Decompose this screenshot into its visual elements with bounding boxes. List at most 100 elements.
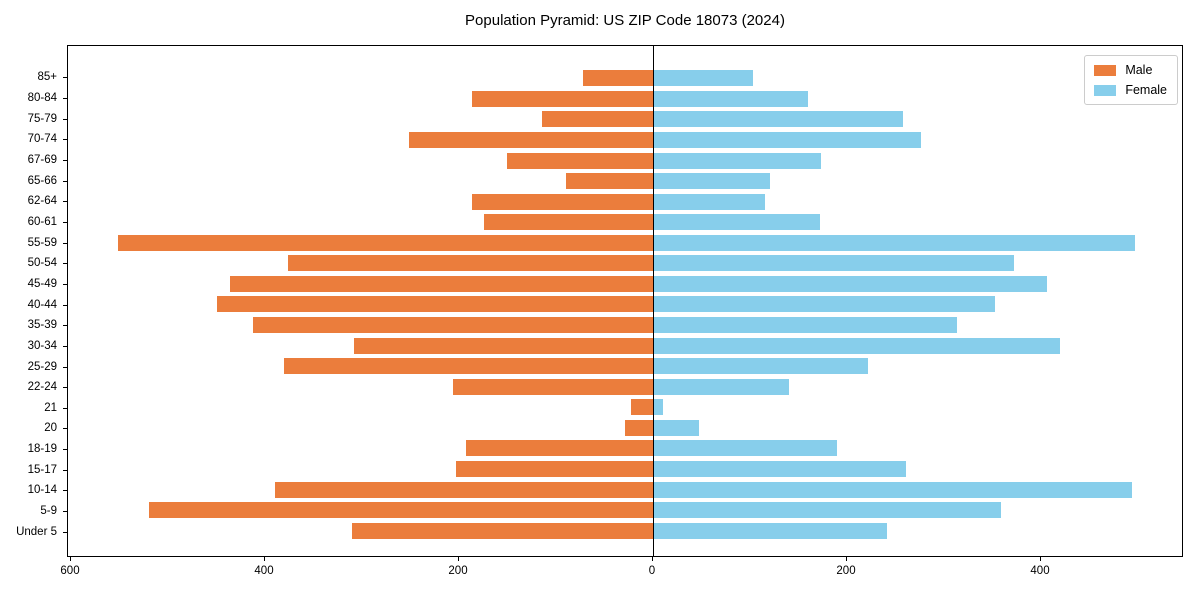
bar-female [653, 358, 869, 375]
age-group-label: 65-66 [0, 170, 67, 191]
bar-female [653, 337, 1061, 354]
bar-male [117, 234, 653, 251]
bar-female [653, 234, 1136, 251]
x-tick-mark [846, 557, 847, 561]
bar-male [230, 275, 653, 292]
bar-row [68, 89, 1182, 110]
age-group-label: Under 5 [0, 521, 67, 542]
age-group-label: 20 [0, 418, 67, 439]
y-tick-mark [63, 428, 67, 430]
bar-row [68, 109, 1182, 130]
x-tick-mark [1040, 557, 1041, 561]
y-tick-mark [63, 77, 67, 79]
y-tick-mark [63, 345, 67, 347]
bar-row [68, 335, 1182, 356]
bar-row [68, 191, 1182, 212]
legend: Male Female [1084, 55, 1178, 105]
x-tick-mark [652, 557, 653, 561]
y-tick-mark [63, 449, 67, 451]
y-tick-mark [63, 201, 67, 203]
age-group-label: 35-39 [0, 315, 67, 336]
bar-row [68, 233, 1182, 254]
bar-row [68, 459, 1182, 480]
legend-male-swatch-icon [1094, 64, 1117, 76]
bar-male [471, 193, 653, 210]
legend-item-male: Male [1094, 63, 1167, 77]
y-tick-mark [63, 139, 67, 141]
bar-female [653, 440, 838, 457]
bar-row [68, 315, 1182, 336]
bar-female [653, 419, 699, 436]
legend-item-female: Female [1094, 83, 1167, 97]
bar-female [653, 90, 809, 107]
y-tick-mark [63, 97, 67, 99]
bar-male [484, 214, 653, 231]
x-tick-mark [70, 557, 71, 561]
bar-male [630, 399, 653, 416]
age-group-label: 40-44 [0, 294, 67, 315]
chart-title: Population Pyramid: US ZIP Code 18073 (2… [465, 12, 785, 29]
y-tick-mark [63, 118, 67, 120]
bar-row [68, 130, 1182, 151]
age-group-label: 85+ [0, 67, 67, 88]
y-tick-mark [63, 469, 67, 471]
age-group-label: 62-64 [0, 191, 67, 212]
age-group-label: 45-49 [0, 274, 67, 295]
y-tick-mark [63, 304, 67, 306]
bar-male [542, 111, 653, 128]
bar-row [68, 479, 1182, 500]
legend-female-swatch-icon [1094, 84, 1117, 96]
bar-female [653, 131, 921, 148]
y-tick-mark [63, 325, 67, 327]
y-tick-mark [63, 511, 67, 513]
bar-row [68, 274, 1182, 295]
age-group-label: 50-54 [0, 253, 67, 274]
age-group-label: 25-29 [0, 356, 67, 377]
bar-female [653, 502, 1002, 519]
age-group-label: 5-9 [0, 501, 67, 522]
bar-female [653, 214, 820, 231]
bar-male [565, 173, 653, 190]
bar-row [68, 171, 1182, 192]
y-tick-mark [63, 221, 67, 223]
y-tick-mark [63, 387, 67, 389]
x-tick-label: 600 [60, 565, 80, 577]
bar-female [653, 317, 957, 334]
x-tick-label: 400 [1030, 565, 1050, 577]
age-group-label: 67-69 [0, 150, 67, 171]
bar-female [653, 460, 907, 477]
age-group-label: 18-19 [0, 439, 67, 460]
bar-female [653, 152, 821, 169]
age-group-label: 55-59 [0, 232, 67, 253]
age-group-label: 75-79 [0, 108, 67, 129]
y-tick-mark [63, 366, 67, 368]
age-group-label: 10-14 [0, 480, 67, 501]
bar-female [653, 111, 904, 128]
bar-male [253, 317, 653, 334]
bar-female [653, 173, 771, 190]
age-group-label: 80-84 [0, 88, 67, 109]
legend-female-label: Female [1125, 83, 1167, 97]
bar-male [624, 419, 653, 436]
age-group-label: 30-34 [0, 336, 67, 357]
bar-male [352, 522, 653, 539]
y-tick-mark [63, 531, 67, 533]
x-tick-mark [458, 557, 459, 561]
bar-male [471, 90, 653, 107]
bar-female [653, 255, 1014, 272]
bar-row [68, 150, 1182, 171]
bars-container [68, 46, 1182, 556]
bar-female [653, 522, 887, 539]
bar-female [653, 481, 1133, 498]
plot-area: Male Female [67, 45, 1183, 557]
bar-male [354, 337, 653, 354]
x-axis: 600 400 200 0 200 400 [60, 557, 1183, 593]
legend-male-label: Male [1125, 63, 1153, 77]
x-tick-label: 0 [648, 565, 656, 577]
bar-female [653, 296, 996, 313]
y-tick-mark [63, 283, 67, 285]
bar-male [216, 296, 653, 313]
age-group-label: 70-74 [0, 129, 67, 150]
bar-male [274, 481, 653, 498]
age-group-label: 22-24 [0, 377, 67, 398]
